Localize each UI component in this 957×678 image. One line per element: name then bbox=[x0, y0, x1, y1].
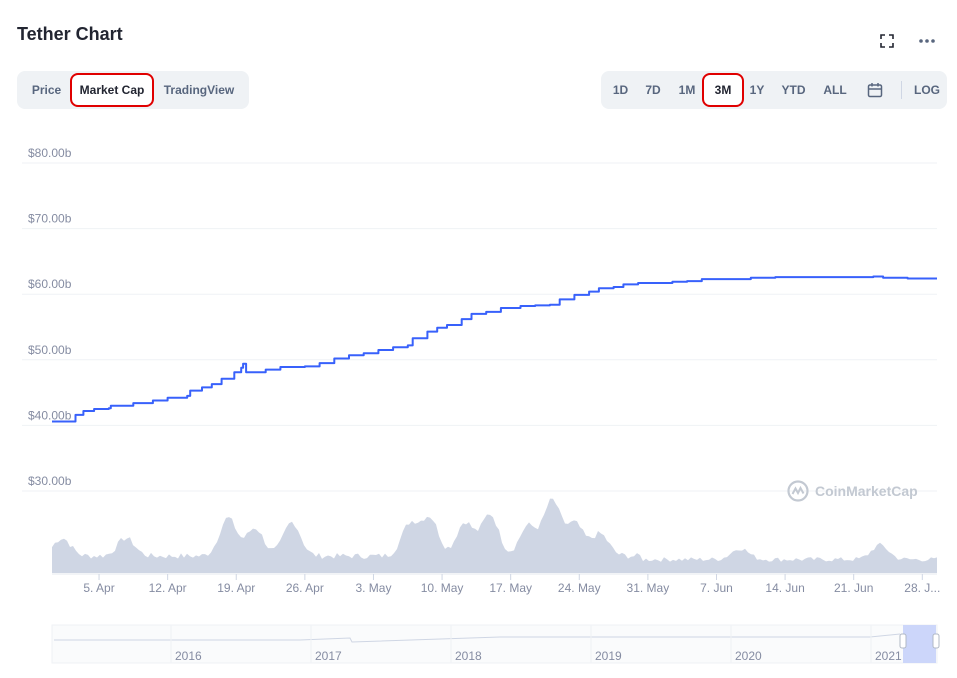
navigator-year-label: 2019 bbox=[595, 649, 622, 663]
fullscreen-icon[interactable] bbox=[876, 30, 898, 52]
y-tick-label: $60.00b bbox=[28, 277, 72, 291]
navigator-year-label: 2018 bbox=[455, 649, 482, 663]
range-navigator: 2016 2017 2018 2019 2020 2021 bbox=[51, 624, 940, 664]
x-tick-label: 31. May bbox=[627, 581, 670, 595]
y-tick-label: $80.00b bbox=[28, 146, 72, 160]
navigator-year-label: 2020 bbox=[735, 649, 762, 663]
x-tick-label: 19. Apr bbox=[217, 581, 255, 595]
tab-tradingview[interactable]: TradingView bbox=[163, 83, 235, 97]
navigator-year-label: 2016 bbox=[175, 649, 202, 663]
x-tick-label: 28. J... bbox=[904, 581, 940, 595]
coinmarketcap-logo-icon bbox=[787, 480, 809, 502]
tab-price[interactable]: Price bbox=[31, 83, 62, 97]
navigator-year-label: 2017 bbox=[315, 649, 342, 663]
range-all-button[interactable]: ALL bbox=[823, 83, 847, 97]
chart-type-tabs: Price Market Cap TradingView bbox=[17, 71, 249, 109]
range-7d-button[interactable]: 7D bbox=[645, 83, 661, 97]
x-tick-label: 12. Apr bbox=[149, 581, 187, 595]
y-tick-label: $50.00b bbox=[28, 343, 72, 357]
x-tick-label: 24. May bbox=[558, 581, 601, 595]
x-tick-label: 10. May bbox=[421, 581, 464, 595]
x-tick-label: 7. Jun bbox=[700, 581, 733, 595]
x-tick-label: 3. May bbox=[355, 581, 391, 595]
y-tick-label: $70.00b bbox=[28, 212, 72, 226]
range-ytd-button[interactable]: YTD bbox=[781, 83, 806, 97]
navigator-track bbox=[51, 624, 938, 664]
volume-area bbox=[52, 498, 937, 573]
chart-grid bbox=[22, 162, 937, 492]
y-tick-label: $40.00b bbox=[28, 408, 72, 422]
range-1m-button[interactable]: 1M bbox=[678, 83, 696, 97]
navigator-year-label: 2021 bbox=[875, 649, 902, 663]
navigator-handle bbox=[932, 633, 940, 649]
range-1y-button[interactable]: 1Y bbox=[749, 83, 765, 97]
market-cap-series bbox=[52, 275, 937, 423]
navigator-handle bbox=[899, 633, 907, 649]
market-cap-line bbox=[52, 275, 937, 423]
range-3m-button[interactable]: 3M bbox=[702, 73, 744, 107]
tab-market-cap[interactable]: Market Cap bbox=[70, 73, 154, 107]
chart-title: Tether Chart bbox=[17, 24, 123, 44]
x-tick-label: 21. Jun bbox=[834, 581, 873, 595]
navigator-window bbox=[903, 625, 936, 663]
time-range-selector: 1D 7D 1M 3M 1Y YTD ALL LOG bbox=[601, 71, 947, 109]
navigator-line bbox=[54, 633, 901, 643]
x-axis: 5. Apr 12. Apr 19. Apr 26. Apr 3. May 10. May… bbox=[52, 573, 940, 595]
y-tick-label: $30.00b bbox=[28, 474, 72, 488]
range-1d-button[interactable]: 1D bbox=[612, 83, 629, 97]
watermark-text: CoinMarketCap bbox=[815, 483, 918, 499]
range-divider bbox=[901, 81, 902, 99]
coinmarketcap-watermark: CoinMarketCap bbox=[787, 480, 918, 502]
volume-bars bbox=[52, 498, 937, 573]
calendar-icon[interactable] bbox=[855, 75, 895, 105]
x-tick-label: 14. Jun bbox=[765, 581, 804, 595]
x-tick-label: 5. Apr bbox=[83, 581, 114, 595]
x-tick-label: 17. May bbox=[489, 581, 532, 595]
y-axis-labels: $30.00b $40.00b $50.00b $60.00b $70.00b $80.0… bbox=[28, 146, 72, 488]
more-horizontal-icon[interactable] bbox=[916, 30, 938, 52]
x-tick-label: 26. Apr bbox=[286, 581, 324, 595]
log-scale-button[interactable]: LOG bbox=[914, 83, 940, 97]
